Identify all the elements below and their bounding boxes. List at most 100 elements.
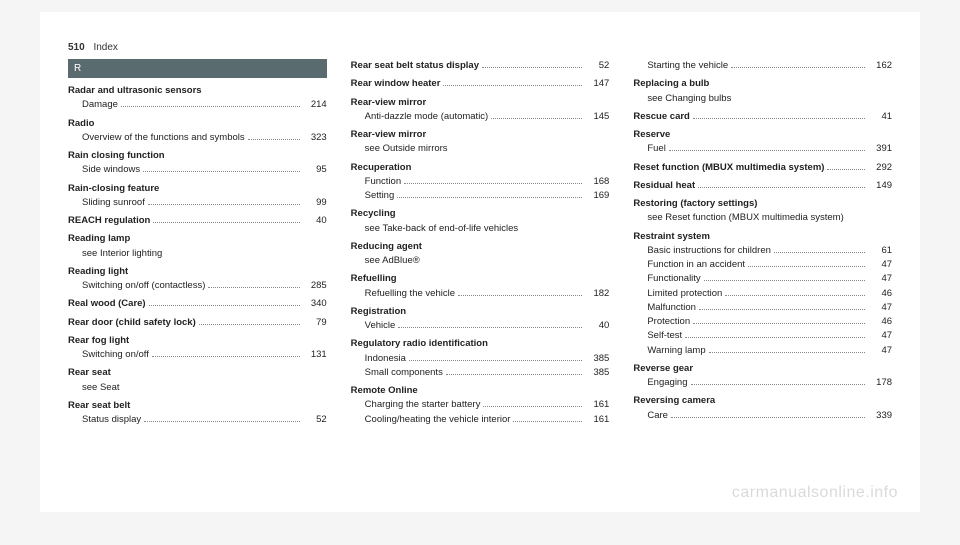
index-entry: Rear-view mirrorAnti-dazzle mode (automa… — [351, 96, 610, 125]
index-row: Vehicle40 — [351, 319, 610, 333]
index-row: Warning lamp47 — [633, 344, 892, 358]
index-entry: RadioOverview of the functions and symbo… — [68, 117, 327, 146]
index-row: Overview of the functions and symbols323 — [68, 131, 327, 145]
index-row: Starting the vehicle162 — [633, 59, 892, 73]
index-label: Engaging — [647, 376, 687, 390]
index-row: Real wood (Care)340 — [68, 297, 327, 311]
index-entry: Rain-closing featureSliding sunroof99 — [68, 182, 327, 211]
index-term: Radio — [68, 117, 327, 131]
index-subentry: Setting169 — [351, 189, 610, 203]
index-label: Real wood (Care) — [68, 297, 146, 311]
index-row: Rescue card41 — [633, 110, 892, 124]
index-subentry: Warning lamp47 — [633, 344, 892, 358]
page-ref: 131 — [303, 348, 327, 362]
index-subentry: Fuel391 — [633, 142, 892, 156]
leader-dots — [748, 266, 865, 267]
index-entry: Rear seat beltStatus display52 — [68, 399, 327, 428]
index-row: Switching on/off (contactless)285 — [68, 279, 327, 293]
see-reference: see Interior lighting — [68, 247, 327, 261]
index-row: Side windows95 — [68, 163, 327, 177]
page-ref: 385 — [585, 366, 609, 380]
leader-dots — [152, 356, 300, 357]
index-row: Protection46 — [633, 315, 892, 329]
index-term: Reversing camera — [633, 394, 892, 408]
page-ref: 47 — [868, 344, 892, 358]
index-term: Rain closing function — [68, 149, 327, 163]
page-ref: 145 — [585, 110, 609, 124]
index-subentry: Limited protection46 — [633, 287, 892, 301]
page-ref: 214 — [303, 98, 327, 112]
index-subentry: Switching on/off131 — [68, 348, 327, 362]
index-label: Protection — [647, 315, 690, 329]
index-label: Rescue card — [633, 110, 690, 124]
leader-dots — [404, 183, 582, 184]
page-ref: 47 — [868, 329, 892, 343]
index-row: Status display52 — [68, 413, 327, 427]
page-ref: 47 — [868, 258, 892, 272]
index-subentry: Status display52 — [68, 413, 327, 427]
leader-dots — [709, 352, 865, 353]
page-ref: 52 — [303, 413, 327, 427]
index-subentry: Self-test 47 — [633, 329, 892, 343]
index-label: Sliding sunroof — [82, 196, 145, 210]
page-ref: 99 — [303, 196, 327, 210]
index-term: Reading light — [68, 265, 327, 279]
index-entry: Radar and ultrasonic sensorsDamage214 — [68, 84, 327, 113]
index-term: Radar and ultrasonic sensors — [68, 84, 327, 98]
index-row: Sliding sunroof 99 — [68, 196, 327, 210]
index-subentry: Engaging 178 — [633, 376, 892, 390]
leader-dots — [248, 139, 300, 140]
index-subentry: Functionality47 — [633, 272, 892, 286]
index-term: Reading lamp — [68, 232, 327, 246]
index-subentry: Small components385 — [351, 366, 610, 380]
index-subentry: Basic instructions for children61 — [633, 244, 892, 258]
index-label: Rear door (child safety lock) — [68, 316, 196, 330]
index-term: Recuperation — [351, 161, 610, 175]
leader-dots — [513, 421, 582, 422]
index-entry: Rear door (child safety lock) 79 — [68, 316, 327, 330]
page-ref: 323 — [303, 131, 327, 145]
index-term: Replacing a bulb — [633, 77, 892, 91]
index-row: Engaging 178 — [633, 376, 892, 390]
page-ref: 61 — [868, 244, 892, 258]
index-label: Function — [365, 175, 401, 189]
see-reference: see Reset function (MBUX multimedia syst… — [633, 211, 892, 225]
index-row: Anti-dazzle mode (automatic)145 — [351, 110, 610, 124]
page-ref: 178 — [868, 376, 892, 390]
section-title: Index — [93, 42, 117, 53]
see-reference: see Seat — [68, 381, 327, 395]
index-label: Charging the starter battery — [365, 398, 481, 412]
index-term: Rear seat belt — [68, 399, 327, 413]
index-label: Indonesia — [365, 352, 406, 366]
index-term: Registration — [351, 305, 610, 319]
index-row: Reset function (MBUX multimedia system)2… — [633, 161, 892, 175]
leader-dots — [446, 374, 583, 375]
leader-dots — [483, 406, 582, 407]
index-subentry: Anti-dazzle mode (automatic)145 — [351, 110, 610, 124]
index-letter: R — [68, 59, 327, 78]
see-reference: see Outside mirrors — [351, 142, 610, 156]
index-row: Care339 — [633, 409, 892, 423]
index-label: Self-test — [647, 329, 682, 343]
leader-dots — [458, 295, 582, 296]
index-subentry: Starting the vehicle162 — [633, 59, 892, 73]
index-row: Charging the starter battery161 — [351, 398, 610, 412]
leader-dots — [398, 327, 582, 328]
index-subentry: Indonesia385 — [351, 352, 610, 366]
index-entry: RefuellingRefuelling the vehicle182 — [351, 272, 610, 301]
index-term: Reverse gear — [633, 362, 892, 376]
index-subentry: Care339 — [633, 409, 892, 423]
leader-dots — [208, 287, 299, 288]
index-row: Rear window heater147 — [351, 77, 610, 91]
index-row: Switching on/off131 — [68, 348, 327, 362]
index-term: Reducing agent — [351, 240, 610, 254]
index-row: Function168 — [351, 175, 610, 189]
leader-dots — [731, 67, 865, 68]
index-subentry: Cooling/heating the vehicle interior161 — [351, 413, 610, 427]
page-ref: 79 — [303, 316, 327, 330]
index-row: Refuelling the vehicle182 — [351, 287, 610, 301]
index-label: Refuelling the vehicle — [365, 287, 455, 301]
leader-dots — [704, 280, 865, 281]
index-term: Restraint system — [633, 230, 892, 244]
page-ref: 339 — [868, 409, 892, 423]
